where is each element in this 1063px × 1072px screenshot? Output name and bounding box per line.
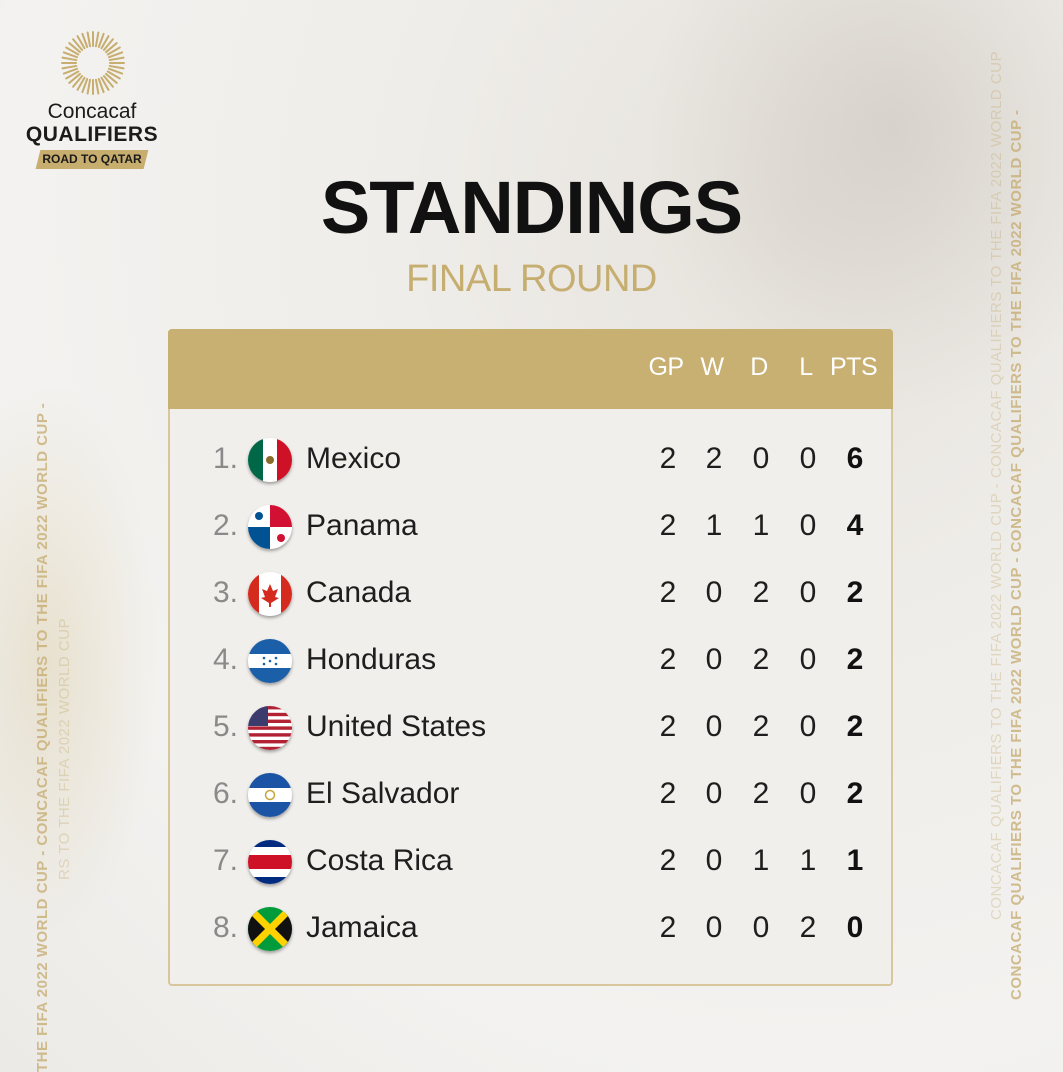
wins: 0 xyxy=(705,911,723,944)
games-played: 2 xyxy=(659,777,677,810)
points: 2 xyxy=(846,643,864,676)
rank: 5. xyxy=(212,710,238,743)
rank: 1. xyxy=(212,442,238,475)
games-played: 2 xyxy=(659,911,677,944)
losses: 0 xyxy=(799,710,817,743)
rank: 6. xyxy=(212,777,238,810)
games-played: 2 xyxy=(659,442,677,475)
points: 0 xyxy=(846,911,864,944)
points: 4 xyxy=(846,509,864,542)
losses: 2 xyxy=(799,911,817,944)
page-subtitle: FINAL ROUND xyxy=(406,258,657,300)
points: 2 xyxy=(846,777,864,810)
team-name: Costa Rica xyxy=(306,844,453,877)
rank: 8. xyxy=(212,911,238,944)
draws: 1 xyxy=(752,844,770,877)
page-title: STANDINGS xyxy=(320,166,743,249)
team-name: United States xyxy=(306,710,487,743)
points: 6 xyxy=(846,442,864,475)
games-played: 2 xyxy=(659,844,677,877)
column-header-pts: PTS xyxy=(830,353,878,381)
el-salvador-flag-icon xyxy=(248,773,292,817)
column-header-w: W xyxy=(700,353,724,381)
losses: 0 xyxy=(799,509,817,542)
wins: 0 xyxy=(705,710,723,743)
team-name: El Salvador xyxy=(306,777,460,810)
losses: 0 xyxy=(799,576,817,609)
table-row: 2. Panama 2 1 1 0 4 xyxy=(170,495,891,561)
logo-text-concacaf: Concacaf xyxy=(47,100,137,123)
rank: 4. xyxy=(212,643,238,676)
draws: 2 xyxy=(752,576,770,609)
wins: 0 xyxy=(705,777,723,810)
column-header-gp: GP xyxy=(648,353,684,381)
rank: 7. xyxy=(212,844,238,877)
points: 2 xyxy=(846,710,864,743)
table-row: 7. Costa Rica 2 0 1 1 1 xyxy=(170,830,891,896)
table-row: 8. Jamaica 2 0 0 2 0 xyxy=(170,897,891,963)
panama-flag-icon xyxy=(248,505,292,549)
points: 2 xyxy=(846,576,864,609)
wins: 0 xyxy=(705,643,723,676)
draws: 0 xyxy=(752,442,770,475)
usa-flag-icon xyxy=(248,706,292,750)
table-row: 5. United States 2 0 2 0 2 xyxy=(170,696,891,762)
draws: 0 xyxy=(752,911,770,944)
draws: 2 xyxy=(752,710,770,743)
losses: 0 xyxy=(799,777,817,810)
draws: 2 xyxy=(752,643,770,676)
points: 1 xyxy=(846,844,864,877)
rank: 2. xyxy=(212,509,238,542)
mexico-flag-icon xyxy=(248,438,292,482)
table-row: 3. Canada 2 0 2 0 2 xyxy=(170,562,891,628)
side-watermark-left-outer: THE FIFA 2022 WORLD CUP - CONCACAF QUALI… xyxy=(34,402,51,1072)
wins: 0 xyxy=(705,576,723,609)
logo-text-qualifiers: QUALIFIERS xyxy=(25,123,159,146)
table-row: 1. Mexico 2 2 0 0 6 xyxy=(170,428,891,494)
games-played: 2 xyxy=(659,509,677,542)
wins: 1 xyxy=(705,509,723,542)
team-name: Honduras xyxy=(306,643,437,676)
canada-flag-icon xyxy=(248,572,292,616)
team-name: Jamaica xyxy=(306,911,418,944)
losses: 0 xyxy=(799,442,817,475)
team-name: Canada xyxy=(306,576,412,609)
column-header-l: L xyxy=(799,353,813,381)
table-header: GP W D L PTS xyxy=(168,329,893,409)
table-row: 6. El Salvador 2 0 2 0 2 xyxy=(170,763,891,829)
rank: 3. xyxy=(212,576,238,609)
team-name: Mexico xyxy=(306,442,402,475)
honduras-flag-icon xyxy=(248,639,292,683)
games-played: 2 xyxy=(659,710,677,743)
table-row: 4. Honduras 2 0 2 0 2 xyxy=(170,629,891,695)
standings-table: GP W D L PTS 1. Mexico 2 2 0 0 6 2. Pana… xyxy=(168,329,893,986)
games-played: 2 xyxy=(659,576,677,609)
draws: 2 xyxy=(752,777,770,810)
losses: 0 xyxy=(799,643,817,676)
jamaica-flag-icon xyxy=(248,907,292,951)
costa-rica-flag-icon xyxy=(248,840,292,884)
sun-emblem-icon xyxy=(61,31,125,95)
wins: 2 xyxy=(705,442,723,475)
background-decoration-left xyxy=(0,380,160,940)
column-header-d: D xyxy=(750,353,768,381)
wins: 0 xyxy=(705,844,723,877)
losses: 1 xyxy=(799,844,817,877)
side-watermark-left-inner: RS TO THE FIFA 2022 WORLD CUP xyxy=(56,617,73,880)
team-name: Panama xyxy=(306,509,418,542)
games-played: 2 xyxy=(659,643,677,676)
draws: 1 xyxy=(752,509,770,542)
